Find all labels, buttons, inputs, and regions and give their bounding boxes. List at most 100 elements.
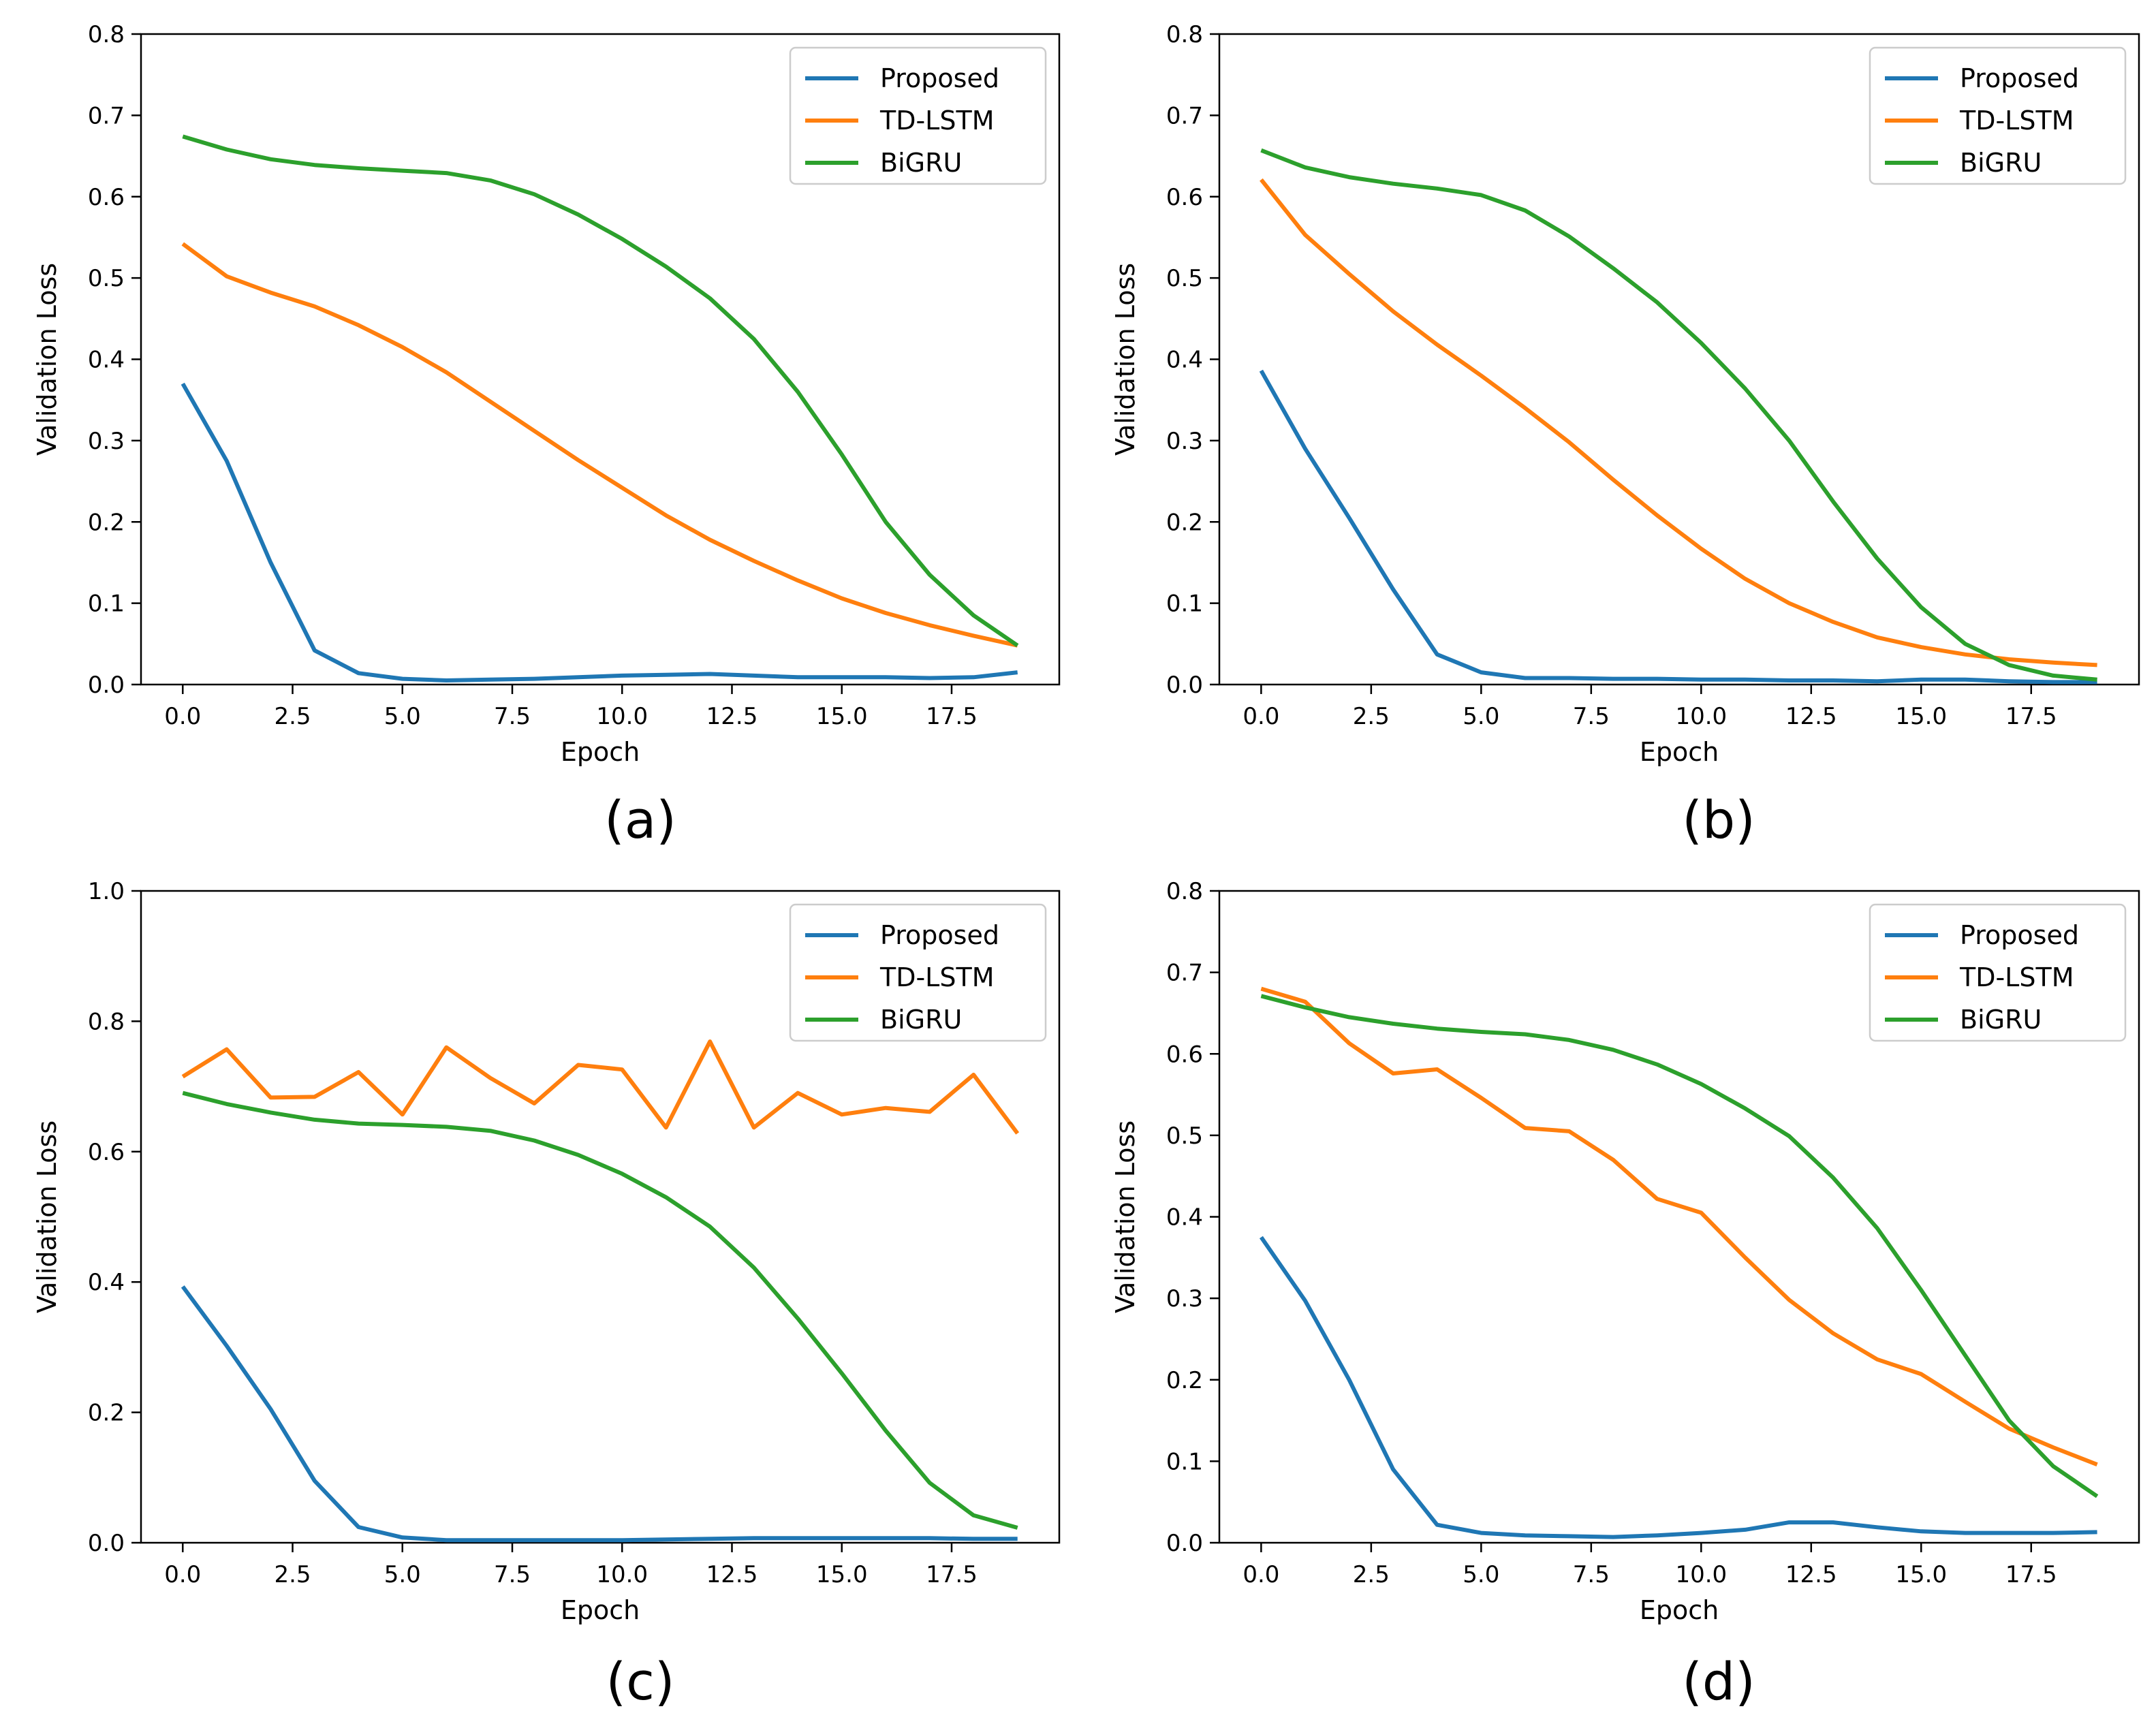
- panel-a: 0.0 0.1 0.2 0.3 0.4 0.5 0.6 0.7 0.8 0.0 2.5 5.0 7.5 1…: [32, 21, 1061, 850]
- y-tick-label: 0.4: [1166, 1204, 1203, 1231]
- y-tick-label: 0.1: [1166, 591, 1203, 618]
- y-tick-label: 0.7: [1166, 102, 1203, 129]
- legend-label: BiGRU: [1960, 148, 2042, 178]
- y-axis-label: Validation Loss: [1110, 263, 1140, 456]
- series-line-td-lstm: [181, 242, 1018, 648]
- x-tick-label: 0.0: [164, 1561, 201, 1588]
- y-tick-label: 0.0: [88, 672, 125, 699]
- x-tick-label: 12.5: [1785, 1561, 1837, 1588]
- axes-frame: [140, 890, 1061, 1544]
- legend: Proposed TD-LSTM BiGRU: [789, 46, 1047, 185]
- y-tick-label: 0.2: [88, 1400, 125, 1427]
- series-line-bigru: [182, 134, 1019, 648]
- panel-d: 0.0 0.1 0.2 0.3 0.4 0.5 0.6 0.7 0.8 0.0 2.5 5.0 7.5 1…: [1110, 878, 2140, 1712]
- x-tick-label: 5.0: [384, 1561, 421, 1588]
- legend-box: [1869, 903, 2127, 1042]
- x-axis-label: Epoch: [1640, 737, 1719, 767]
- y-axis-label: Validation Loss: [1110, 1120, 1140, 1313]
- panel-caption: (b): [1682, 789, 1755, 850]
- series-line-bigru: [1260, 148, 2097, 682]
- panel-caption: (c): [606, 1651, 674, 1712]
- x-tick-label: 2.5: [1353, 1561, 1390, 1588]
- y-axis-label: Validation Loss: [32, 263, 62, 456]
- series-line-td-lstm: [1260, 178, 2097, 667]
- y-tick-label: 0.4: [88, 347, 125, 374]
- x-tick-label: 7.5: [494, 703, 531, 730]
- y-tick-label: 0.5: [1166, 265, 1203, 292]
- y-tick-label: 0.1: [88, 591, 125, 618]
- x-tick-label: 12.5: [706, 703, 758, 730]
- panel-caption: (a): [604, 789, 676, 850]
- y-tick-label: 0.8: [88, 21, 125, 48]
- y-tick-label: 0.3: [88, 428, 125, 455]
- y-tick-label: 0.8: [88, 1008, 125, 1035]
- legend: Proposed TD-LSTM BiGRU: [789, 903, 1047, 1042]
- x-tick-label: 7.5: [494, 1561, 531, 1588]
- x-tick-label: 15.0: [816, 703, 868, 730]
- x-tick-label: 2.5: [274, 1561, 311, 1588]
- x-tick-label: 15.0: [1895, 703, 1947, 730]
- y-tick-label: 0.6: [88, 184, 125, 211]
- y-tick-label: 0.7: [1166, 960, 1203, 987]
- x-tick-label: 17.5: [926, 703, 978, 730]
- legend-label: TD-LSTM: [1959, 962, 2074, 992]
- x-tick-label: 2.5: [1353, 703, 1390, 730]
- legend-label: Proposed: [1960, 920, 2079, 950]
- legend-label: TD-LSTM: [879, 962, 994, 992]
- x-tick-label: 7.5: [1573, 703, 1610, 730]
- legend-label: BiGRU: [880, 148, 962, 178]
- y-tick-label: 0.2: [88, 509, 125, 536]
- series-line-td-lstm: [181, 1039, 1020, 1135]
- y-tick-label: 0.2: [1166, 509, 1203, 536]
- x-tick-label: 0.0: [1243, 703, 1279, 730]
- panel-caption: (d): [1682, 1651, 1755, 1712]
- legend-box: [789, 46, 1047, 185]
- x-tick-label: 7.5: [1573, 1561, 1610, 1588]
- x-axis-label: Epoch: [1640, 1595, 1719, 1625]
- x-tick-label: 5.0: [1463, 703, 1499, 730]
- legend-label: Proposed: [880, 920, 999, 950]
- x-tick-label: 12.5: [706, 1561, 758, 1588]
- x-tick-label: 10.0: [1675, 703, 1727, 730]
- legend: Proposed TD-LSTM BiGRU: [1869, 903, 2127, 1042]
- y-tick-label: 0.6: [88, 1139, 125, 1166]
- legend-label: Proposed: [1960, 63, 2079, 93]
- x-tick-label: 17.5: [926, 1561, 978, 1588]
- legend-box: [1869, 46, 2127, 185]
- y-tick-label: 0.4: [88, 1269, 125, 1296]
- panel-b: 0.0 0.1 0.2 0.3 0.4 0.5 0.6 0.7 0.8 0.0 2.5 5.0 7.5 1…: [1110, 21, 2140, 850]
- legend: Proposed TD-LSTM BiGRU: [1869, 46, 2127, 185]
- series-line-proposed: [1259, 369, 2097, 685]
- x-axis-label: Epoch: [561, 737, 640, 767]
- x-tick-label: 10.0: [596, 703, 648, 730]
- x-tick-label: 17.5: [2005, 1561, 2057, 1588]
- series-line-proposed: [181, 1285, 1018, 1543]
- y-tick-label: 0.7: [88, 102, 125, 129]
- series-line-proposed: [181, 382, 1018, 682]
- x-tick-label: 10.0: [1675, 1561, 1727, 1588]
- y-tick-label: 0.1: [1166, 1448, 1203, 1475]
- legend-label: BiGRU: [880, 1005, 962, 1035]
- y-tick-label: 0.5: [88, 265, 125, 292]
- y-axis-label: Validation Loss: [32, 1120, 62, 1313]
- y-tick-label: 0.8: [1166, 21, 1203, 48]
- x-tick-label: 15.0: [816, 1561, 868, 1588]
- y-tick-label: 0.3: [1166, 428, 1203, 455]
- x-tick-label: 10.0: [596, 1561, 648, 1588]
- x-tick-label: 0.0: [164, 703, 201, 730]
- legend-label: TD-LSTM: [879, 106, 994, 136]
- x-tick-label: 0.0: [1243, 1561, 1279, 1588]
- y-tick-label: 0.0: [1166, 672, 1203, 699]
- series-line-bigru: [182, 1090, 1018, 1530]
- legend-box: [789, 903, 1047, 1042]
- y-tick-label: 0.8: [1166, 878, 1203, 905]
- x-tick-label: 2.5: [274, 703, 311, 730]
- y-tick-label: 0.4: [1166, 347, 1203, 374]
- y-tick-label: 0.6: [1166, 184, 1203, 211]
- y-tick-label: 0.3: [1166, 1285, 1203, 1313]
- x-tick-label: 17.5: [2005, 703, 2057, 730]
- y-tick-label: 0.0: [1166, 1530, 1203, 1557]
- legend-label: Proposed: [880, 63, 999, 93]
- series-line-proposed: [1259, 1236, 2097, 1539]
